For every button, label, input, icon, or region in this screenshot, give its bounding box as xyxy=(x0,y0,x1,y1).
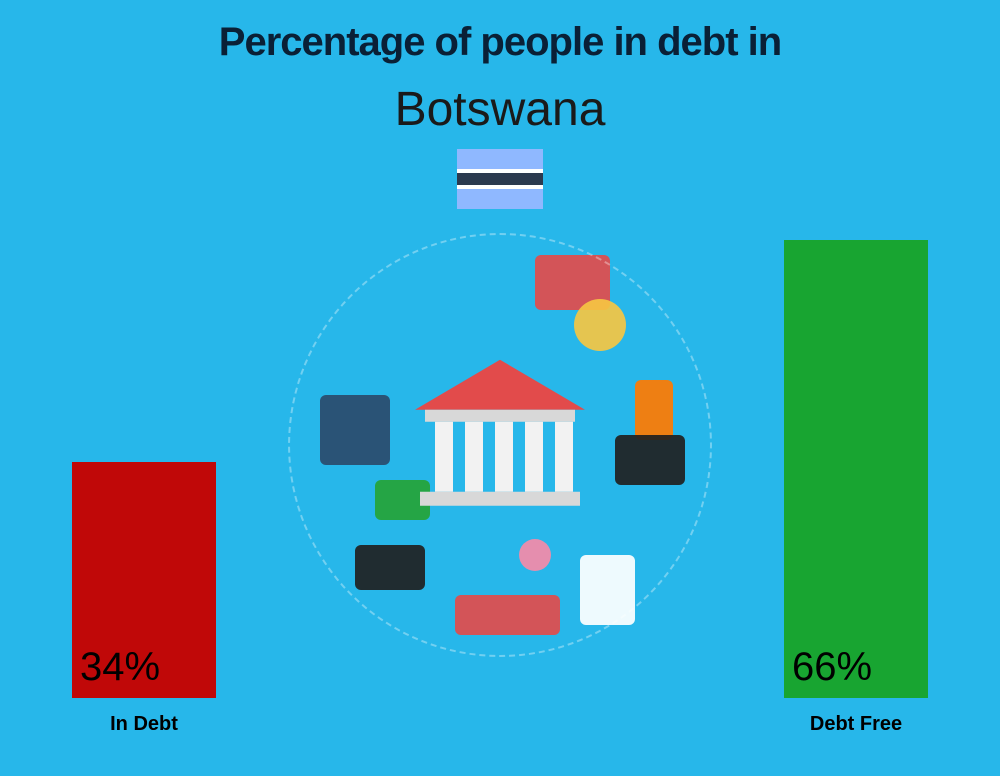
flag-stripe xyxy=(457,149,543,169)
flag-botswana xyxy=(457,149,543,205)
center-illustration xyxy=(280,225,720,665)
bar-label-in_debt: In Debt xyxy=(44,713,244,736)
bar-value-in_debt: 34% xyxy=(80,645,160,690)
bank-icon xyxy=(415,360,585,515)
flag-stripe xyxy=(457,173,543,185)
flag-stripe xyxy=(457,189,543,209)
bar-value-debt_free: 66% xyxy=(792,645,872,690)
title-sub: Botswana xyxy=(0,82,1000,137)
bar-label-debt_free: Debt Free xyxy=(756,713,956,736)
title-main: Percentage of people in debt in xyxy=(0,20,1000,65)
bar-debt_free: 66% xyxy=(784,240,928,698)
bar-in_debt: 34% xyxy=(72,462,216,698)
infographic-canvas: Percentage of people in debt in Botswana… xyxy=(0,0,1000,776)
